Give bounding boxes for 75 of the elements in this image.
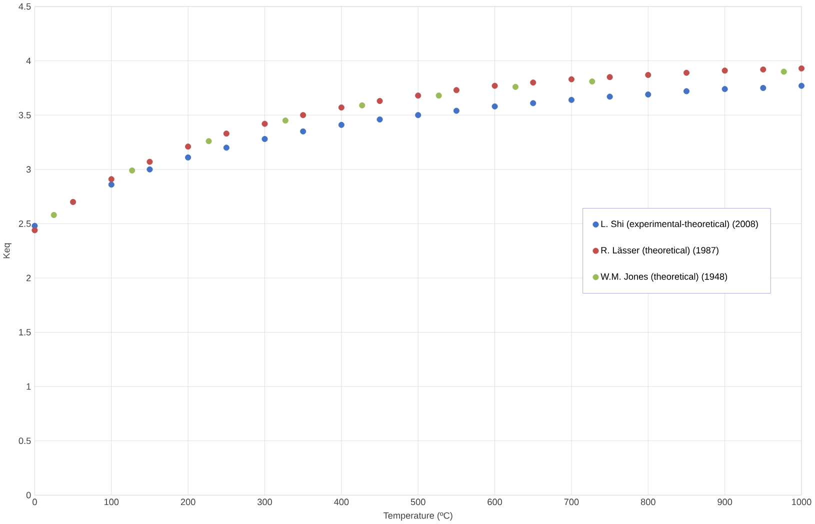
point [223, 144, 230, 151]
legend-label: R. Lässer (theoretical) (1987) [601, 246, 718, 256]
y-tick-label: 0 [26, 492, 31, 498]
point [262, 136, 268, 142]
point [760, 66, 766, 73]
y-tick-label: 3.5 [18, 112, 31, 118]
legend-label: L. Shi (experimental-theoretical) (2008) [601, 220, 758, 229]
point [453, 87, 460, 94]
point [512, 84, 519, 90]
point [453, 108, 460, 114]
y-tick-label: 1 [26, 383, 31, 390]
point [50, 212, 57, 218]
point [683, 88, 690, 94]
point [492, 82, 498, 89]
x-tick-label: 200 [180, 498, 196, 506]
point [589, 78, 596, 85]
point [780, 68, 787, 75]
point [376, 98, 383, 104]
point [568, 76, 574, 82]
y-tick-label: 2.5 [18, 220, 31, 227]
x-tick-label: 500 [410, 498, 426, 506]
x-tick-label: 1000 [792, 498, 812, 506]
point [206, 138, 212, 144]
x-tick-label: 400 [334, 498, 349, 506]
y-tick-label: 1.5 [19, 329, 31, 336]
x-tick-label: 300 [258, 498, 272, 506]
x-tick-label: 600 [488, 498, 502, 506]
point [185, 144, 192, 150]
point [645, 91, 652, 98]
x-tick-label: 100 [104, 498, 119, 506]
point [262, 120, 268, 127]
point [415, 92, 422, 99]
point [415, 112, 422, 118]
point [282, 118, 288, 124]
point [359, 102, 366, 108]
point [338, 122, 344, 128]
point [300, 112, 306, 118]
x-tick-label: 800 [640, 498, 656, 506]
point [32, 227, 38, 234]
point [683, 70, 690, 76]
point [129, 167, 136, 174]
point [108, 176, 114, 182]
x-axis-title: Temperature (ºC) [384, 512, 452, 521]
point [798, 82, 805, 89]
point [146, 158, 153, 165]
point [185, 154, 192, 161]
y-tick-label: 4.5 [18, 3, 31, 10]
point [722, 68, 728, 74]
point [492, 103, 498, 110]
point [300, 128, 306, 134]
point [530, 80, 536, 86]
y-tick-label: 0.5 [18, 438, 31, 444]
point [798, 65, 805, 72]
point [70, 198, 76, 206]
point [722, 86, 728, 92]
y-axis-title: Keq [3, 243, 12, 258]
point [530, 100, 536, 106]
point [338, 104, 344, 111]
point [645, 72, 652, 78]
point [223, 130, 230, 137]
x-tick-label: 900 [718, 498, 732, 506]
y-tick-label: 2 [26, 274, 31, 282]
y-tick-label: 3 [26, 166, 31, 173]
point [146, 166, 153, 172]
point [760, 84, 766, 92]
point [568, 96, 574, 103]
point [376, 116, 383, 123]
point [606, 74, 613, 80]
point [108, 182, 114, 188]
y-tick-label: 4 [26, 58, 31, 64]
x-tick-label: 700 [564, 498, 579, 506]
point [436, 92, 442, 99]
legend-label: W.M. Jones (theoretical) (1948) [600, 273, 728, 282]
point [606, 94, 613, 100]
x-tick-label: 0 [32, 498, 37, 506]
